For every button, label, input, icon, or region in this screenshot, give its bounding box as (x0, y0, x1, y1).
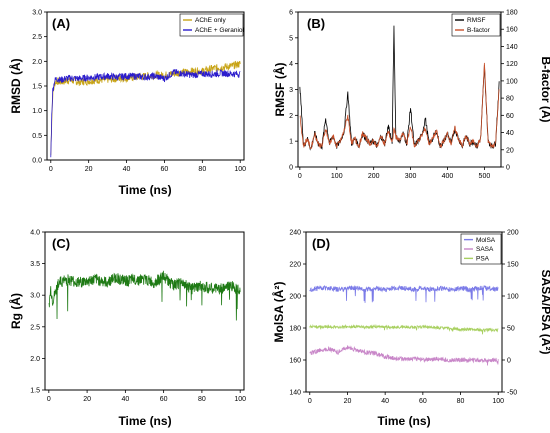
legend-label: AChE + Geraniol (195, 27, 245, 34)
x-tick-label: 40 (381, 398, 389, 405)
x-axis-label: Time (ns) (118, 183, 171, 197)
legend-label: PSA (476, 256, 490, 263)
x-axis-label: Time (ns) (377, 414, 430, 428)
plot-frame-4 (305, 231, 503, 393)
y-tick-label: 1.0 (32, 108, 42, 115)
y2-tick-label: 180 (506, 10, 518, 17)
y2-tick-label: 200 (507, 230, 519, 237)
y-tick-label: 2.0 (30, 356, 40, 363)
series-line-2-1 (299, 25, 500, 151)
y2-tick-label: 80 (506, 96, 514, 103)
x-tick-label: 20 (85, 166, 93, 173)
y2-tick-label: 60 (506, 113, 514, 120)
x-tick-label: 100 (492, 398, 504, 405)
x-tick-label: 60 (160, 396, 168, 403)
legend-label: MolSA (476, 237, 496, 244)
y-tick-label: 3.5 (30, 261, 40, 268)
y-tick-label: 3.0 (30, 293, 40, 300)
y-tick-label: 6 (289, 10, 293, 17)
y-tick-label: 1.5 (30, 388, 40, 395)
legend-label: AChE only (195, 17, 226, 24)
y-tick-label: 0 (289, 165, 293, 172)
x-tick-label: 80 (457, 398, 465, 405)
y2-tick-label: 0 (506, 165, 510, 172)
y2-axis-label: B-factor (Å) (539, 57, 550, 123)
y-axis-label: MolSA (Å²) (271, 282, 286, 343)
y-axis-label: RMSF (Å) (272, 63, 287, 117)
series-line-1-2 (50, 68, 241, 158)
legend-label: SASA (476, 246, 494, 253)
series-line-1-1 (50, 60, 241, 156)
panel-label: (A) (52, 16, 70, 31)
y-tick-label: 0.0 (32, 158, 42, 165)
x-tick-label: 0 (308, 398, 312, 405)
y2-tick-label: 140 (506, 44, 518, 51)
panel-label: (B) (307, 16, 325, 31)
x-tick-label: 80 (198, 166, 206, 173)
x-tick-label: 80 (198, 396, 206, 403)
y-tick-label: 4 (289, 61, 293, 68)
x-tick-label: 300 (405, 173, 417, 180)
y-tick-label: 200 (289, 294, 301, 301)
x-tick-label: 100 (234, 396, 246, 403)
y2-axis-label: SASA/PSA (Å²) (539, 270, 550, 355)
x-tick-label: 60 (161, 166, 169, 173)
x-tick-label: 200 (368, 173, 380, 180)
x-tick-label: 0 (49, 166, 53, 173)
x-tick-label: 20 (83, 396, 91, 403)
y2-tick-label: 100 (506, 78, 518, 85)
series-line-4-3 (309, 323, 499, 335)
y-axis-label: RMSD (Å) (8, 58, 23, 113)
y-tick-label: 3 (289, 87, 293, 94)
x-tick-label: 500 (479, 173, 491, 180)
y2-tick-label: 120 (506, 61, 518, 68)
y-tick-label: 3.0 (32, 10, 42, 17)
x-tick-label: 40 (121, 396, 129, 403)
series-line-4-2 (309, 345, 499, 366)
y2-tick-label: 150 (507, 262, 519, 269)
y2-tick-label: 20 (506, 147, 514, 154)
x-tick-label: 40 (123, 166, 131, 173)
panel-label: (C) (52, 236, 70, 251)
y-tick-label: 180 (289, 326, 301, 333)
y-tick-label: 140 (289, 390, 301, 397)
y-tick-label: 2.0 (32, 59, 42, 66)
x-tick-label: 400 (442, 173, 454, 180)
y-tick-label: 2.5 (30, 324, 40, 331)
y-tick-label: 240 (289, 230, 301, 237)
y-axis-label: Rg (Å) (8, 293, 23, 329)
legend-box (179, 13, 244, 37)
x-tick-label: 100 (331, 173, 343, 180)
panel-label: (D) (312, 236, 330, 251)
x-tick-label: 0 (47, 396, 51, 403)
y-tick-label: 160 (289, 358, 301, 365)
legend-label: RMSF (467, 17, 485, 24)
x-tick-label: 60 (419, 398, 427, 405)
y2-tick-label: 100 (507, 294, 519, 301)
y2-tick-label: 0 (507, 358, 511, 365)
x-tick-label: 20 (344, 398, 352, 405)
y2-tick-label: 160 (506, 27, 518, 34)
legend-label: B-factor (467, 27, 491, 34)
y2-tick-label: 50 (507, 326, 515, 333)
y-tick-label: 1.5 (32, 84, 42, 91)
x-tick-label: 0 (298, 173, 302, 180)
x-axis-label: Time (ns) (118, 414, 171, 428)
x-tick-label: 100 (234, 166, 246, 173)
y-tick-label: 2.5 (32, 34, 42, 41)
series-line-2-2 (299, 62, 500, 150)
y2-tick-label: -50 (507, 390, 517, 397)
y-tick-label: 2 (289, 113, 293, 120)
series-line-3-1 (48, 270, 241, 321)
y2-tick-label: 40 (506, 130, 514, 137)
series-line-4-1 (309, 284, 499, 303)
y-tick-label: 5 (289, 35, 293, 42)
y-tick-label: 0.5 (32, 133, 42, 140)
y-tick-label: 220 (289, 262, 301, 269)
y-tick-label: 1 (289, 139, 293, 146)
plot-frame-3 (44, 231, 245, 391)
y-tick-label: 4.0 (30, 230, 40, 237)
